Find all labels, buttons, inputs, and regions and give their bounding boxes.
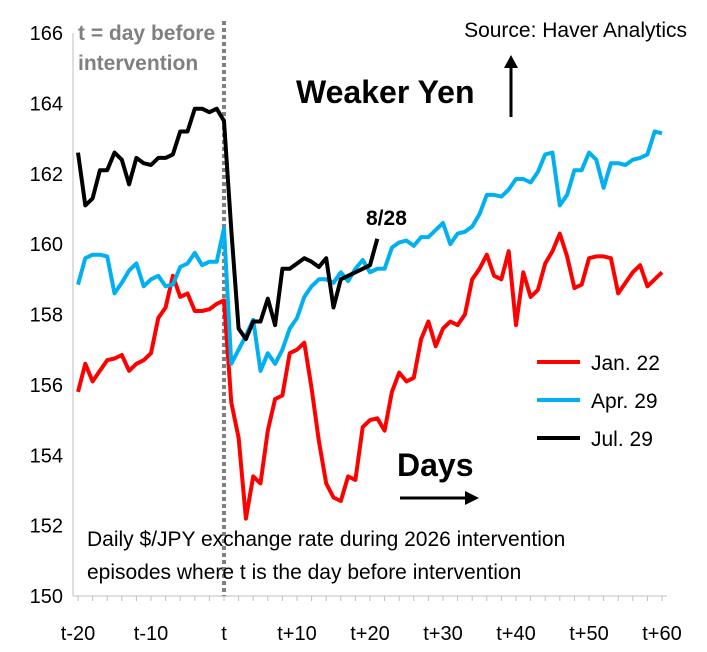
vline-label-line2: intervention xyxy=(78,52,198,75)
x-tick-label: t+40 xyxy=(496,623,535,645)
x-tick-labels: t-20 t-10 t t+10 t+20 t+30 t+40 t+50 t+60 xyxy=(61,596,682,645)
x-tick-label: t+60 xyxy=(642,623,681,645)
vline-label-line1: t = day before xyxy=(78,22,215,45)
legend-label: Apr. 29 xyxy=(591,390,658,413)
y-tick-label: 160 xyxy=(30,234,63,256)
series-lines xyxy=(76,106,664,521)
y-tick-label: 150 xyxy=(30,586,63,608)
x-tick-label: t+10 xyxy=(277,623,316,645)
x-tick-label: t+50 xyxy=(569,623,608,645)
y-tick-label: 154 xyxy=(30,445,63,467)
x-tick-label: t-10 xyxy=(134,623,168,645)
y-tick-label: 164 xyxy=(30,93,63,115)
legend-label: Jan. 22 xyxy=(591,352,660,375)
source-note: Source: Haver Analytics xyxy=(464,19,687,42)
y-tick-label: 162 xyxy=(30,164,63,186)
legend-label: Jul. 29 xyxy=(591,428,653,451)
y-tick-label: 166 xyxy=(30,23,63,45)
caption-line2: episodes where t is the day before inter… xyxy=(87,561,521,584)
series-line-jan-22 xyxy=(76,231,664,521)
series-line-jul-29 xyxy=(76,106,380,342)
x-tick-label: t+20 xyxy=(350,623,389,645)
endpoint-label: 8/28 xyxy=(366,207,407,230)
right-arrow-icon xyxy=(400,491,479,505)
legend: Jan. 22 Apr. 29 Jul. 29 xyxy=(537,352,660,451)
up-arrow-icon xyxy=(504,55,518,117)
caption-line1: Daily $/JPY exchange rate during 2026 in… xyxy=(87,528,565,551)
x-tick-label: t-20 xyxy=(61,623,95,645)
x-tick-label: t xyxy=(221,623,227,645)
x-tick-label: t+30 xyxy=(423,623,462,645)
y-tick-labels: 150 152 154 156 158 160 162 164 166 xyxy=(30,23,63,608)
y-tick-label: 156 xyxy=(30,375,63,397)
y-tick-label: 152 xyxy=(30,516,63,538)
series-line-apr-29 xyxy=(76,129,663,373)
y-tick-label: 158 xyxy=(30,305,63,327)
days-label: Days xyxy=(397,447,474,483)
weaker-yen-label: Weaker Yen xyxy=(296,74,475,110)
